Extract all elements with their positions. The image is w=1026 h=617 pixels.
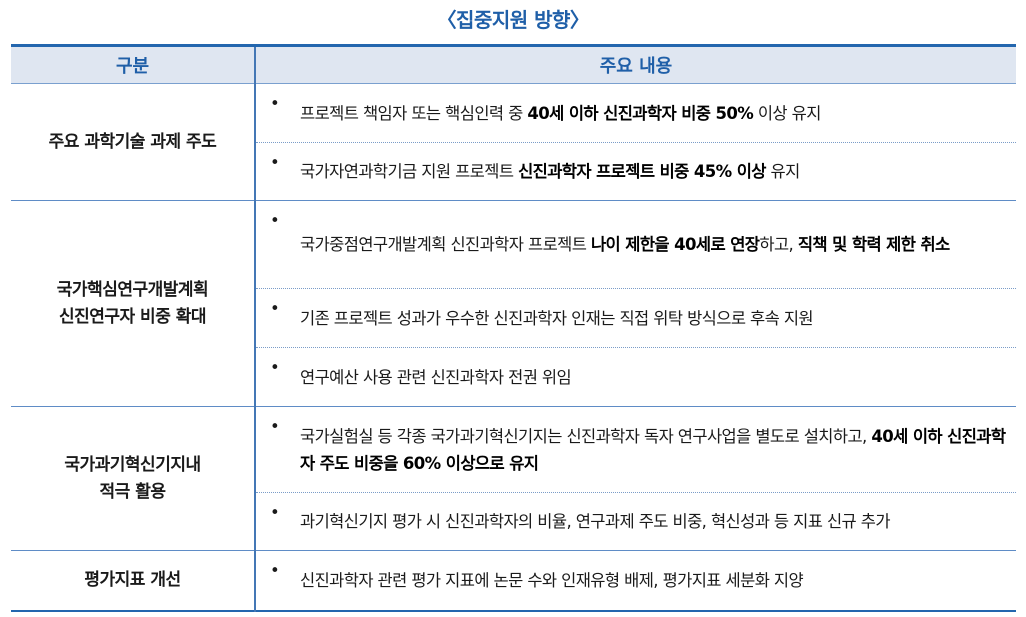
emphasis-text: 40세 이하 신진과학자 주도 비중을 60% 이상으로 유지: [300, 426, 1006, 473]
table-row: 국가자연과학기금 지원 프로젝트 신진과학자 프로젝트 비중 45% 이상 유지: [11, 142, 1016, 201]
list-item: 국가중점연구개발계획 신진과학자 프로젝트 나이 제한을 40세로 연장하고, …: [255, 200, 1016, 289]
list-item: 프로젝트 책임자 또는 핵심인력 중 40세 이하 신진과학자 비중 50% 이…: [255, 83, 1016, 143]
list-item: 기존 프로젝트 성과가 우수한 신진과학자 인재는 직접 위탁 방식으로 후속 …: [255, 288, 1016, 348]
table-row: 기존 프로젝트 성과가 우수한 신진과학자 인재는 직접 위탁 방식으로 후속 …: [11, 288, 1016, 348]
support-direction-table: 구분 주요 내용 주요 과학기술 과제 주도 프로젝트 책임자 또는 핵심인력 중…: [11, 44, 1016, 612]
item-text: 연구예산 사용 관련 신진과학자 전권 위임: [300, 367, 572, 387]
item-text: 국가중점연구개발계획 신진과학자 프로젝트: [300, 235, 591, 254]
list-item: 연구예산 사용 관련 신진과학자 전권 위임: [255, 347, 1016, 407]
item-text: 이상 유지: [753, 103, 822, 123]
item-text: 기존 프로젝트 성과가 우수한 신진과학자 인재는 직접 위탁 방식으로 후속 …: [300, 308, 814, 328]
category-label: 신진연구자 비중 확대: [58, 306, 207, 327]
category-label: 평가지표 개선: [84, 569, 181, 590]
header-category: 구분: [11, 45, 256, 84]
item-text: 국가자연과학기금 지원 프로젝트: [300, 162, 519, 181]
item-text: 신진과학자 관련 평가 지표에 논문 수와 인재유형 배제, 평가지표 세분화 …: [300, 570, 804, 590]
list-item: 국가자연과학기금 지원 프로젝트 신진과학자 프로젝트 비중 45% 이상 유지: [255, 142, 1016, 201]
table-title: 〈집중지원 방향〉: [436, 8, 590, 32]
item-text: 과기혁신기지 평가 시 신진과학자의 비율, 연구과제 주도 비중, 혁신성과 …: [300, 512, 891, 531]
table-row: 평가지표 개선 신진과학자 관련 평가 지표에 논문 수와 인재유형 배제, 평가…: [11, 550, 1016, 611]
emphasis-text: 40세 이하 신진과학자 비중 50%: [527, 103, 754, 123]
category-label: 국가과기혁신기지내: [64, 454, 201, 475]
category-label: 국가핵심연구개발계획: [56, 279, 209, 300]
table-row: 주요 과학기술 과제 주도 프로젝트 책임자 또는 핵심인력 중 40세 이하 신…: [11, 83, 1016, 201]
list-item: 국가실험실 등 각종 국가과기혁신기지는 신진과학자 독자 연구사업을 별도로 …: [255, 406, 1016, 493]
category-label: 적극 활용: [99, 481, 166, 502]
category-cell: 평가지표 개선: [11, 550, 256, 611]
list-item: 과기혁신기지 평가 시 신진과학자의 비율, 연구과제 주도 비중, 혁신성과 …: [255, 492, 1016, 551]
category-cell: 주요 과학기술 과제 주도: [11, 83, 256, 201]
item-text: 프로젝트 책임자 또는 핵심인력 중: [300, 103, 528, 123]
table-row: 연구예산 사용 관련 신진과학자 전권 위임: [11, 347, 1016, 407]
emphasis-text: 나이 제한을 40세로 연장: [590, 235, 760, 254]
emphasis-text: 신진과학자 프로젝트 비중 45% 이상: [518, 162, 766, 181]
table-row: 과기혁신기지 평가 시 신진과학자의 비율, 연구과제 주도 비중, 혁신성과 …: [11, 492, 1016, 551]
item-text: 유지: [765, 162, 801, 181]
list-item: 신진과학자 관련 평가 지표에 논문 수와 인재유형 배제, 평가지표 세분화 …: [255, 550, 1016, 611]
emphasis-text: 직책 및 학력 제한 취소: [797, 235, 950, 254]
item-text: 국가실험실 등 각종 국가과기혁신기지는 신진과학자 독자 연구사업을 별도로 …: [300, 426, 872, 446]
category-label: 주요 과학기술 과제 주도: [48, 131, 217, 152]
header-content: 주요 내용: [255, 45, 1016, 84]
item-text: 하고,: [759, 235, 798, 254]
